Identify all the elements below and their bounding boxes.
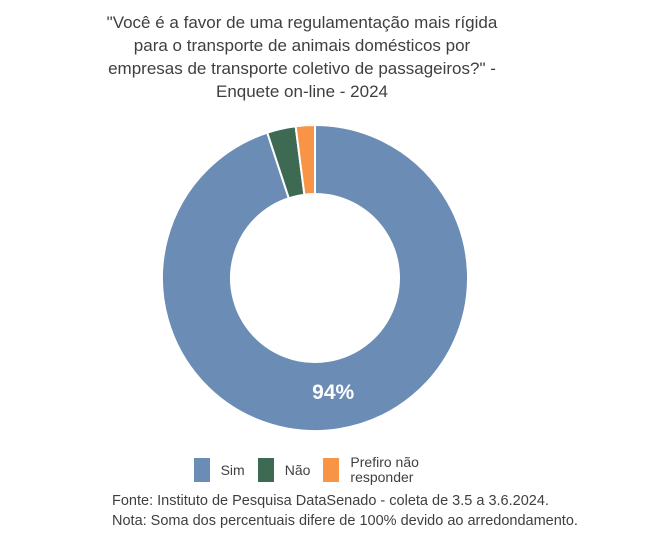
rounding-note-line: Nota: Soma dos percentuais difere de 100… — [112, 512, 578, 529]
pie-slice-sim — [161, 123, 469, 432]
legend-item-sim: Sim — [193, 458, 245, 482]
data-label-sim: 94% — [312, 381, 354, 404]
chart-legend: Sim Não Prefiro não responder — [0, 454, 622, 486]
legend-label-sim: Sim — [220, 461, 245, 478]
legend-swatch-prefiro-nao-responder — [323, 458, 340, 482]
legend-swatch-sim — [193, 458, 210, 482]
pie-slice-prefiro-nao-responder — [294, 123, 316, 196]
chart-title: "Você é a favor de uma regulamentação ma… — [106, 13, 498, 101]
donut-chart: 94% — [161, 123, 469, 432]
legend-item-prefiro-nao-responder: Prefiro não responder — [323, 455, 428, 485]
legend-label-nao: Não — [284, 461, 311, 478]
legend-item-nao: Não — [257, 458, 311, 482]
source-line: Fonte: Instituto de Pesquisa DataSenado … — [112, 493, 549, 509]
legend-label-prefiro-nao-responder: Prefiro não responder — [350, 454, 419, 485]
legend-swatch-nao — [257, 458, 274, 482]
source-note-block: Fonte: Instituto de Pesquisa DataSenado … — [112, 492, 578, 531]
